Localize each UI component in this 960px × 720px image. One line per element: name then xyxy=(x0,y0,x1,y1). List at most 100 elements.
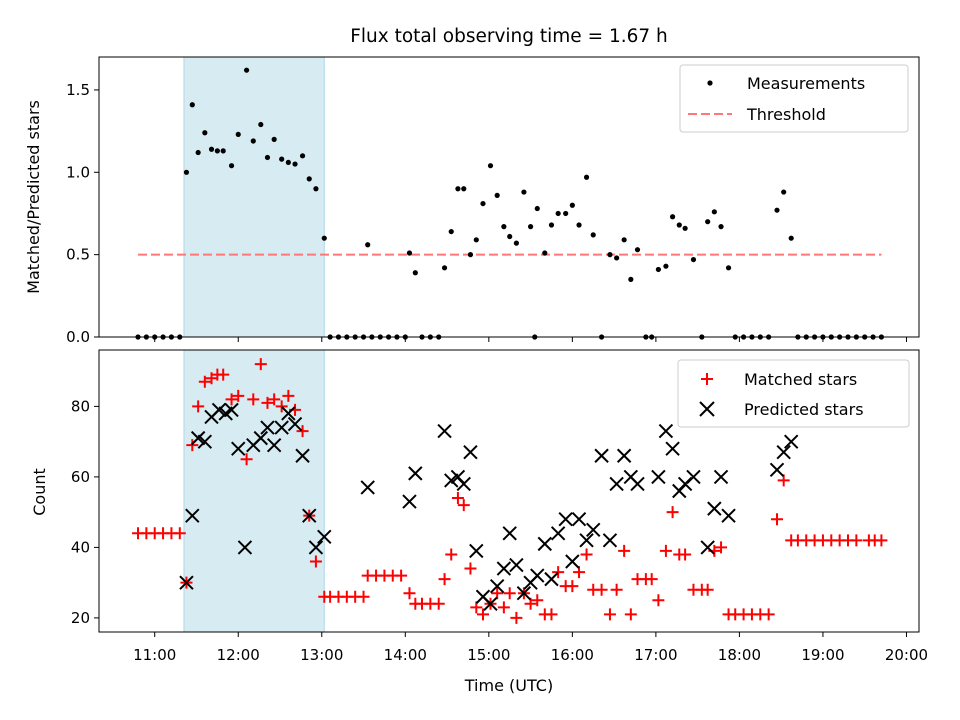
predicted-star-point xyxy=(190,430,206,446)
measurement-point xyxy=(202,130,208,136)
measurement-point xyxy=(774,207,780,213)
x-tick-label: 14:00 xyxy=(384,646,427,664)
matched-star-point xyxy=(573,566,586,579)
x-tick-label: 17:00 xyxy=(634,646,677,664)
predicted-star-point xyxy=(776,445,791,460)
matched-star-point xyxy=(240,453,253,466)
matched-star-point xyxy=(357,590,370,603)
matched-star-point xyxy=(875,534,888,547)
measurement-point xyxy=(607,252,613,258)
top-legend: Measurements Threshold xyxy=(679,64,909,133)
predicted-star-point xyxy=(237,540,253,555)
matched-star-point xyxy=(445,548,458,561)
predicted-star-point xyxy=(463,445,478,460)
measurement-point xyxy=(183,169,190,175)
predicted-star-point xyxy=(686,469,701,485)
top-y-axis-label: Matched/Predicted stars xyxy=(24,100,43,294)
measurement-point xyxy=(299,153,306,159)
measurement-point xyxy=(220,148,226,154)
predicted-star-point xyxy=(609,476,624,492)
predicted-star-point xyxy=(579,533,594,548)
matched-star-point xyxy=(715,541,728,554)
predicted-star-point xyxy=(469,543,484,559)
bottom-legend: Matched stars Predicted stars xyxy=(677,359,910,428)
measurement-point xyxy=(711,209,717,215)
matched-star-point xyxy=(580,548,593,561)
x-tick-label: 13:00 xyxy=(300,646,343,664)
measurement-point xyxy=(271,136,277,142)
predicted-star-point xyxy=(456,476,471,492)
predicted-star-point xyxy=(437,423,452,439)
measurement-point xyxy=(441,265,448,271)
predicted-star-point xyxy=(571,511,587,527)
matched-star-point xyxy=(603,608,616,621)
y-tick-label: 1.0 xyxy=(66,163,90,181)
predicted-star-point xyxy=(489,578,505,594)
y-tick-label: 0.5 xyxy=(66,246,90,264)
x-axis-label: Time (UTC) xyxy=(464,676,553,695)
measurement-point xyxy=(279,156,285,162)
predicted-star-point xyxy=(295,448,310,463)
matched-star-point xyxy=(645,573,658,586)
measurement-point xyxy=(690,256,697,263)
predicted-star-point xyxy=(185,508,200,523)
bottom-legend-frame xyxy=(677,359,910,428)
predicted-star-point xyxy=(496,561,512,576)
measurement-point xyxy=(521,189,527,195)
bottom-y-ticks: 20 40 60 80 xyxy=(71,397,99,627)
matched-star-point xyxy=(217,368,230,381)
matched-star-point xyxy=(464,562,477,575)
x-tick-label: 15:00 xyxy=(467,646,510,664)
measurement-point xyxy=(542,250,548,256)
predicted-star-point xyxy=(224,402,239,418)
predicted-star-point xyxy=(658,423,674,439)
predicted-star-point xyxy=(266,437,282,453)
predicted-star-point xyxy=(616,448,632,463)
predicted-star-point xyxy=(565,554,580,569)
legend-predicted-cross xyxy=(699,401,715,417)
legend-label-predicted: Predicted stars xyxy=(744,400,864,419)
legend-label-matched: Matched stars xyxy=(744,370,857,389)
measurement-point xyxy=(258,121,264,128)
predicted-star-point xyxy=(516,586,532,601)
predicted-star-point xyxy=(783,434,799,449)
predicted-star-point xyxy=(483,596,498,612)
predicted-star-point xyxy=(179,575,194,590)
bottom-highlight-span xyxy=(183,349,325,633)
measurement-point xyxy=(590,232,596,238)
measurement-point xyxy=(487,163,494,169)
measurement-point xyxy=(208,146,215,152)
predicted-star-point xyxy=(444,473,459,488)
measurement-point xyxy=(669,214,676,220)
predicted-star-point xyxy=(530,568,545,583)
measurement-point xyxy=(306,176,312,182)
matched-star-point xyxy=(491,587,504,600)
measurement-point xyxy=(448,228,454,235)
matched-star-point xyxy=(524,597,537,610)
predicted-star-point xyxy=(550,526,566,541)
measurement-point xyxy=(473,237,479,243)
y-tick-label: 80 xyxy=(71,397,90,415)
measurement-point xyxy=(576,222,582,228)
matched-star-point xyxy=(762,608,775,621)
matched-star-point xyxy=(850,534,863,547)
measurement-point xyxy=(682,225,688,231)
predicted-star-point xyxy=(287,416,303,432)
x-tick-label: 18:00 xyxy=(718,646,761,664)
predicted-star-point xyxy=(408,466,423,481)
x-tick-label: 12:00 xyxy=(217,646,260,664)
y-tick-label: 0.0 xyxy=(66,328,90,346)
predicted-star-point xyxy=(700,540,715,555)
predicted-star-point xyxy=(231,441,246,456)
predicted-star-point xyxy=(630,476,645,492)
y-tick-label: 40 xyxy=(71,538,90,556)
measurement-point xyxy=(534,205,540,212)
measurement-point xyxy=(494,192,500,198)
matched-star-point xyxy=(225,393,238,406)
matched-star-point xyxy=(173,527,186,540)
predicted-star-point xyxy=(502,526,517,541)
bottom-x-ticks: 11:00 12:00 13:00 14:00 15:00 16:00 17:00 18:00… xyxy=(133,632,928,664)
predicted-star-point xyxy=(602,533,618,548)
measurement-point xyxy=(467,252,474,258)
bottom-plot-frame xyxy=(98,349,920,633)
